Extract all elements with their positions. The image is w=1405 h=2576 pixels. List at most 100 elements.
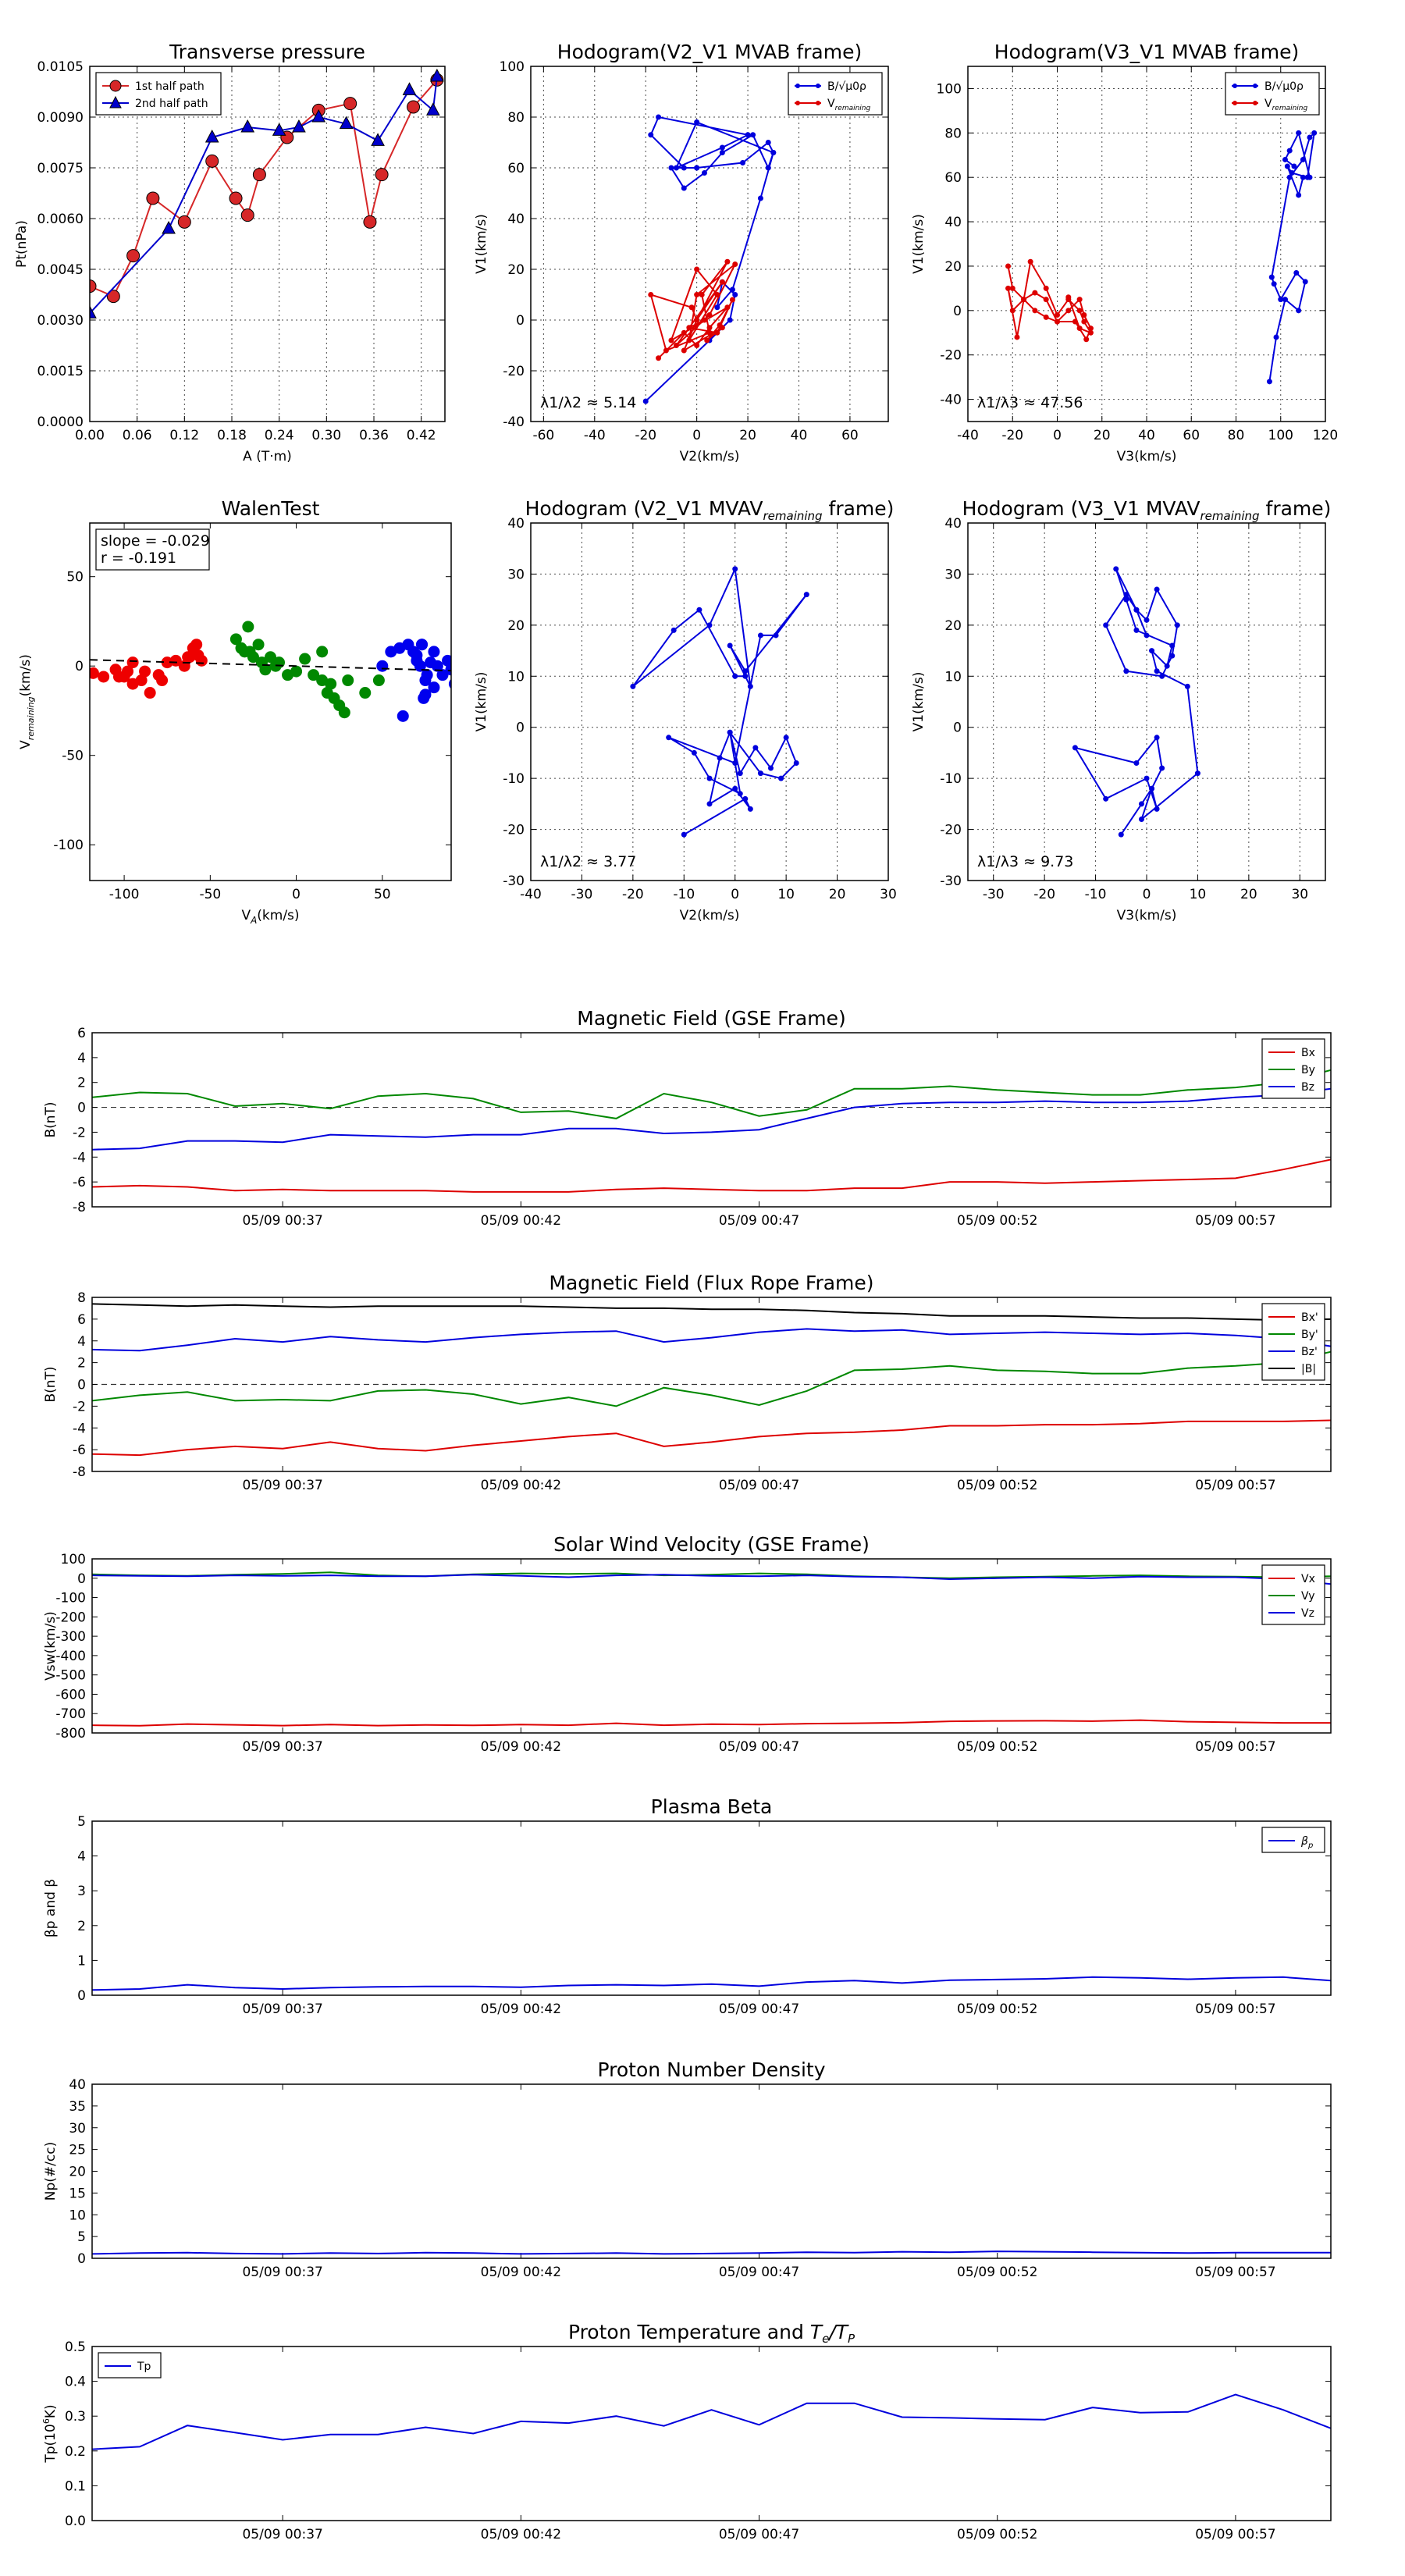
legend-marker — [1253, 84, 1257, 88]
chart-title: Hodogram(V3_V1 MVAB frame) — [994, 41, 1299, 63]
y-tick-label: 40 — [69, 2077, 86, 2093]
y-tick-label: -6 — [73, 1443, 86, 1458]
y-tick-label: 20 — [507, 618, 525, 634]
y-tick-label: 40 — [944, 516, 962, 532]
data-point — [1144, 632, 1150, 639]
series-line-bx — [92, 1158, 1331, 1193]
data-point — [1032, 290, 1038, 296]
data-point — [765, 140, 771, 145]
data-point — [688, 304, 695, 311]
data-point — [747, 806, 753, 812]
x-tick-label: 20 — [739, 428, 756, 443]
data-point — [694, 343, 700, 348]
y-tick-label: -20 — [503, 364, 525, 379]
data-point — [1307, 134, 1313, 141]
x-tick-label: -40 — [957, 428, 979, 443]
y-tick-label: -4 — [73, 1150, 86, 1165]
data-point — [727, 729, 733, 735]
legend-label: Vremaining — [827, 98, 871, 112]
x-tick-label: 05/09 00:57 — [1195, 2265, 1275, 2280]
data-point — [242, 621, 254, 633]
y-tick-label: 0.0045 — [37, 262, 84, 278]
y-tick-label: 6 — [77, 1026, 86, 1041]
chart-beta: Plasma Beta 05/09 00:37 05/09 00:42 05/09 0… — [43, 1795, 1332, 2017]
y-tick-label: 35 — [69, 2099, 86, 2115]
data-point — [1149, 785, 1155, 792]
data-point — [770, 150, 777, 155]
data-point — [701, 170, 707, 176]
data-point — [1076, 308, 1083, 314]
eigen-ratio-label: λ1/λ3 ≈ 47.56 — [977, 394, 1083, 411]
chart-title: Magnetic Field (Flux Rope Frame) — [549, 1272, 873, 1294]
data-point — [681, 185, 687, 191]
x-tick-label: 0.36 — [359, 428, 389, 443]
plot-area — [1072, 566, 1200, 838]
plot-area — [92, 2250, 1331, 2255]
plot-area — [1005, 130, 1318, 385]
axes-frame — [89, 522, 452, 881]
data-point — [706, 312, 713, 318]
x-tick-label: 0.12 — [169, 428, 199, 443]
y-tick-label: -20 — [503, 823, 525, 838]
data-point — [1144, 617, 1150, 623]
data-point — [205, 154, 219, 168]
x-tick-label: -20 — [1033, 887, 1055, 902]
data-point — [719, 279, 725, 285]
y-axis-label: V1(km/s) — [474, 672, 489, 732]
legend: Bx' By' Bz' |B| — [1261, 1303, 1325, 1381]
x-tick-label: 40 — [791, 428, 808, 443]
data-point — [1282, 297, 1288, 303]
axes-frame — [91, 2346, 1332, 2521]
data-point — [126, 678, 139, 690]
x-tick-label: 05/09 00:52 — [957, 1213, 1037, 1229]
data-point — [768, 765, 774, 771]
data-point — [1043, 285, 1049, 291]
data-point — [205, 129, 219, 143]
data-point — [90, 305, 97, 318]
data-point — [146, 191, 160, 205]
legend: Bx By Bz — [1261, 1038, 1325, 1099]
x-tick-label: 60 — [841, 428, 859, 443]
x-tick-label: 05/09 00:47 — [719, 2527, 799, 2542]
y-tick-label: 20 — [507, 262, 525, 278]
data-point — [339, 116, 354, 130]
x-tick-label: 120 — [1313, 428, 1338, 443]
series-line-series — [632, 566, 808, 835]
legend-label: Bz — [1301, 1081, 1314, 1094]
data-point — [1268, 274, 1275, 280]
data-point — [1286, 174, 1293, 180]
data-point — [668, 165, 674, 171]
data-point — [642, 398, 649, 404]
data-point — [229, 191, 243, 205]
legend: βp — [1261, 1827, 1325, 1853]
data-point — [1282, 156, 1288, 162]
data-point — [1043, 314, 1049, 320]
data-point — [714, 329, 720, 336]
data-point — [1273, 334, 1279, 340]
data-point — [694, 266, 700, 272]
data-point — [742, 668, 749, 674]
data-point — [719, 150, 725, 155]
y-tick-label: -100 — [55, 1591, 86, 1606]
data-point — [1133, 607, 1140, 613]
data-point — [737, 770, 743, 777]
y-tick-label: -500 — [55, 1668, 86, 1684]
data-point — [681, 831, 687, 838]
chart-vsw: Solar Wind Velocity (GSE Frame) 05/09 00:… — [43, 1533, 1332, 1755]
data-point — [719, 144, 725, 151]
y-tick-label: 60 — [944, 170, 962, 186]
data-point — [1005, 263, 1012, 269]
chart-density: Proton Number Density 05/09 00:37 05/09 00… — [43, 2058, 1332, 2280]
data-point — [803, 592, 809, 598]
data-point — [1300, 174, 1306, 180]
data-point — [338, 706, 350, 719]
series-line-vx — [92, 1719, 1331, 1727]
data-point — [1296, 308, 1302, 314]
data-point — [724, 304, 731, 311]
x-tick-label: -20 — [635, 428, 656, 443]
chart-title: Solar Wind Velocity (GSE Frame) — [553, 1533, 870, 1556]
x-tick-label: 05/09 00:37 — [242, 2001, 322, 2017]
data-point — [1113, 566, 1119, 572]
data-point — [656, 114, 662, 120]
